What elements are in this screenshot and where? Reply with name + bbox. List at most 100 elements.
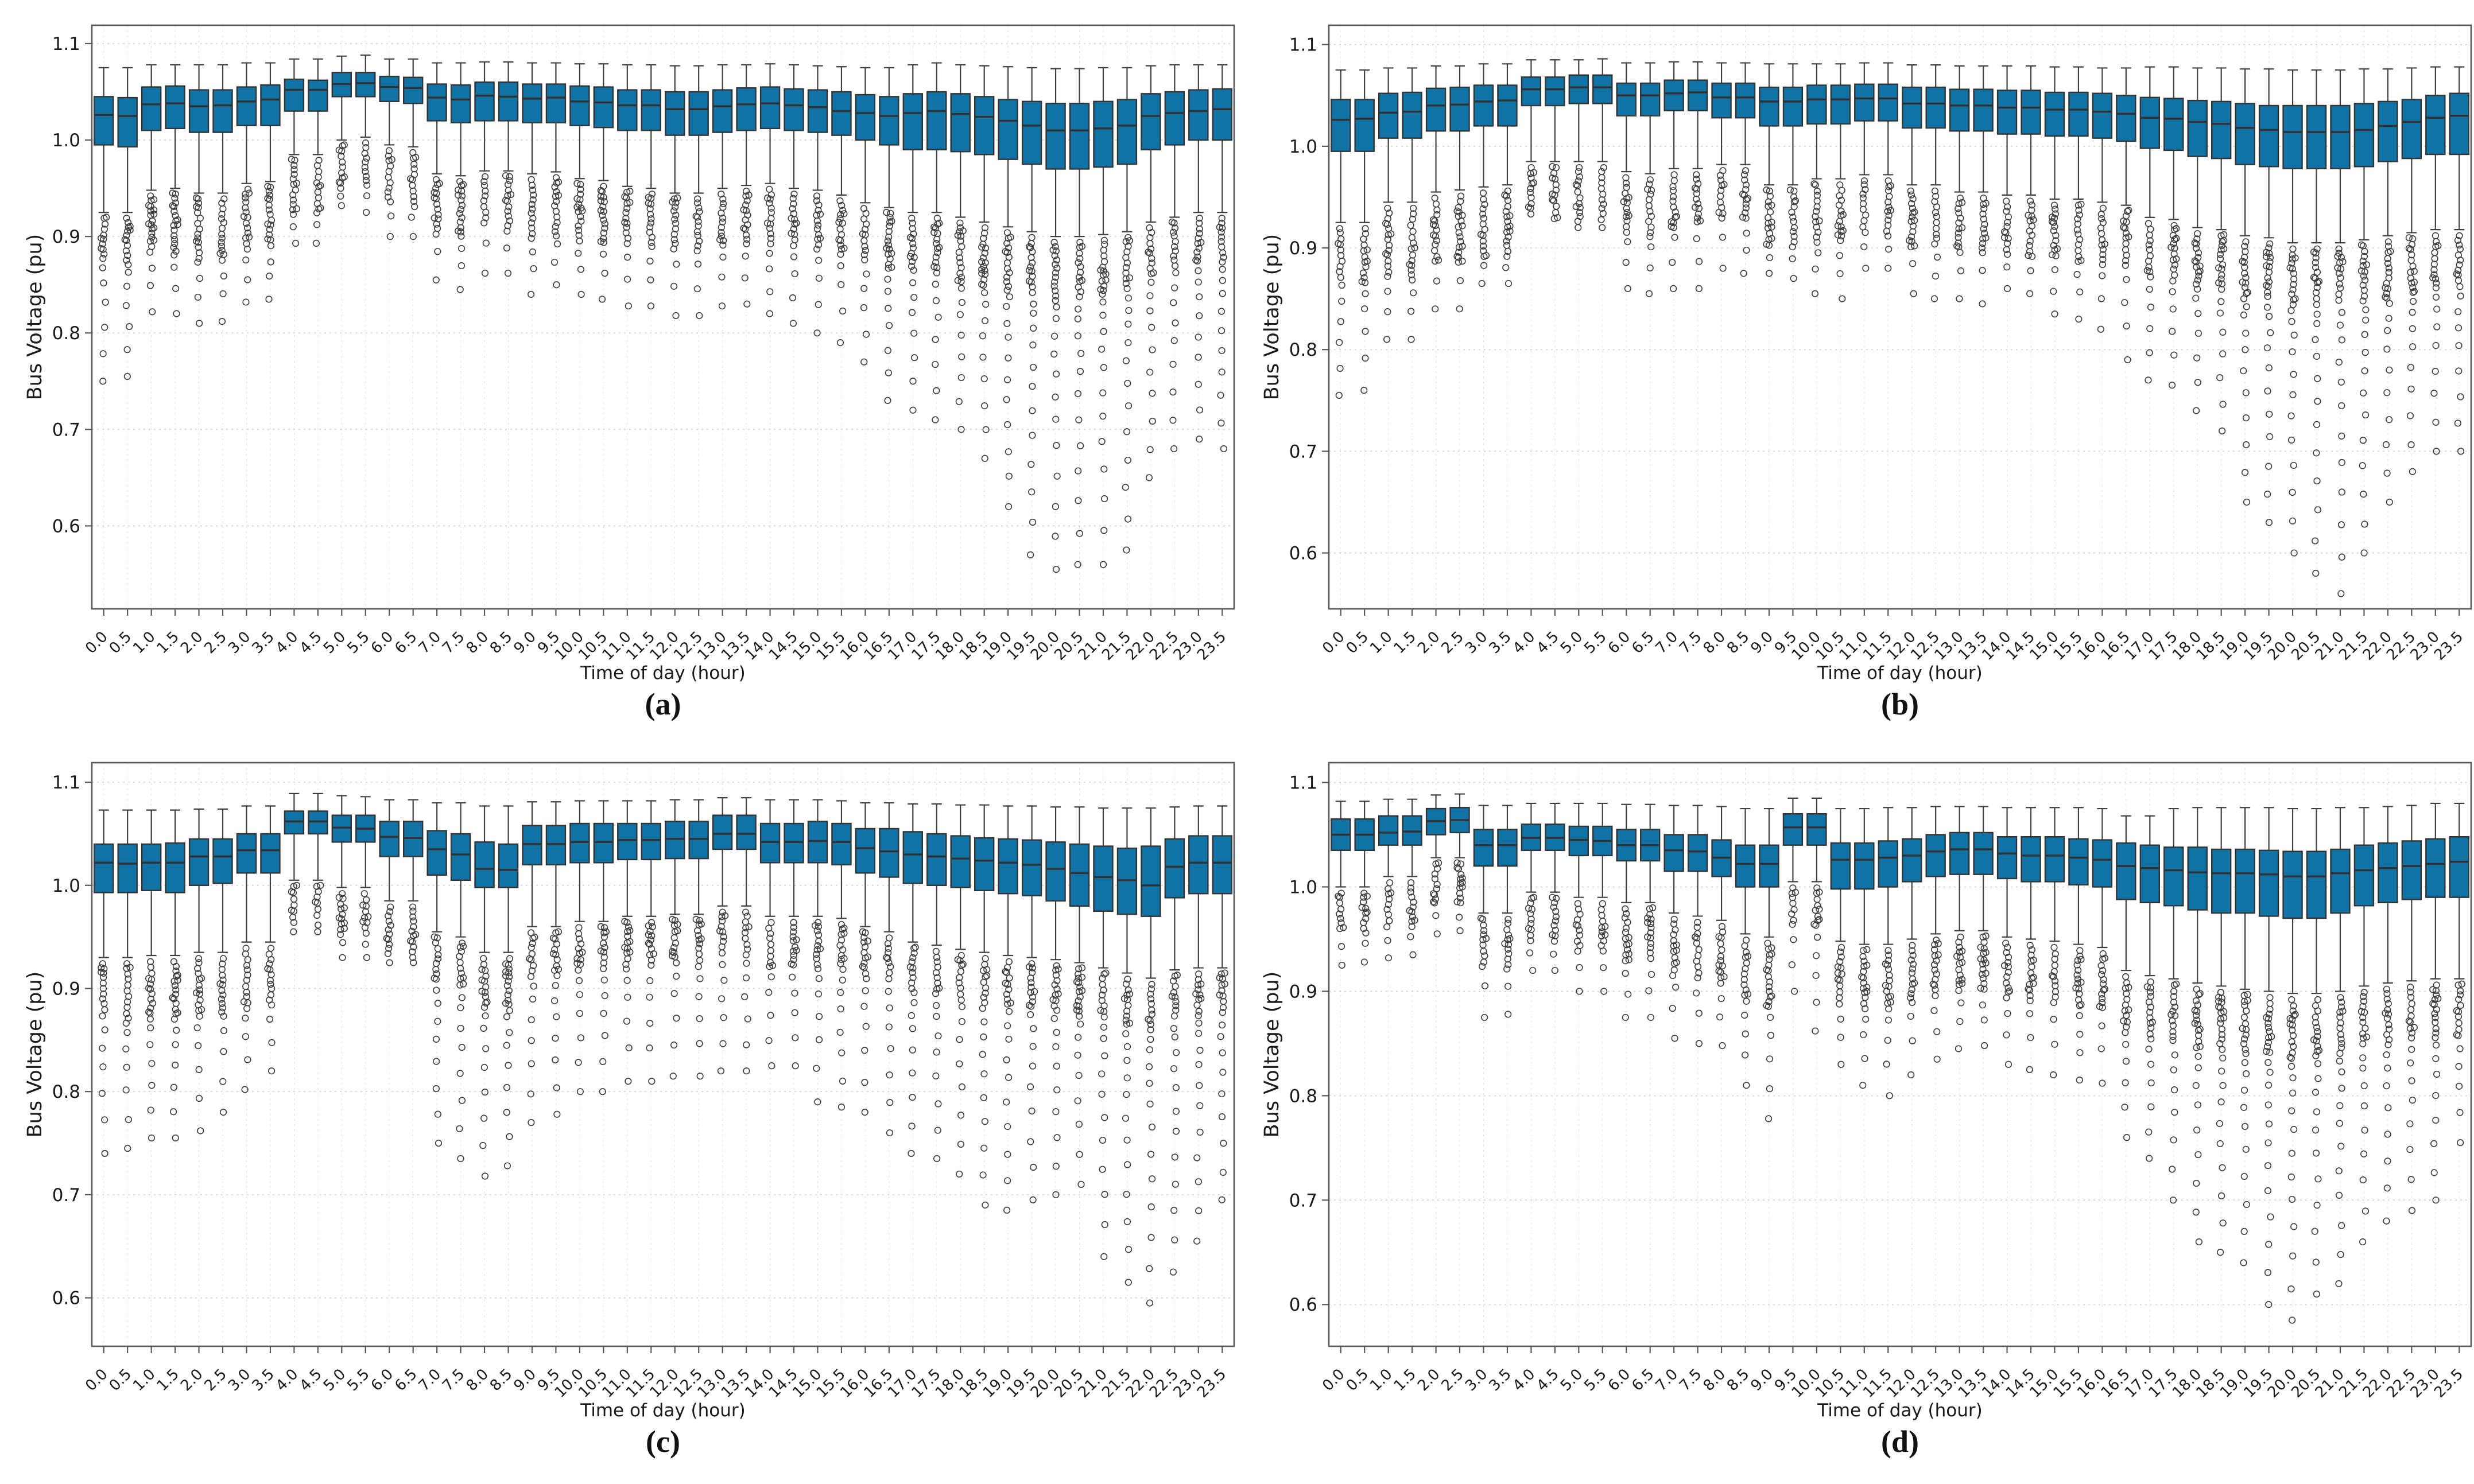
svg-text:4.0: 4.0 — [273, 1366, 301, 1394]
svg-text:8.5: 8.5 — [487, 1366, 515, 1394]
svg-text:2.5: 2.5 — [201, 628, 230, 657]
svg-text:2.0: 2.0 — [1414, 628, 1443, 657]
svg-text:0.0: 0.0 — [1319, 628, 1348, 657]
svg-text:1.5: 1.5 — [1391, 628, 1420, 657]
svg-text:6.0: 6.0 — [368, 1366, 397, 1394]
svg-text:7.0: 7.0 — [1653, 628, 1681, 657]
subplot-caption-a: (a) — [645, 686, 681, 722]
svg-text:0.8: 0.8 — [52, 323, 80, 344]
svg-text:6.0: 6.0 — [1605, 628, 1634, 657]
svg-text:4.5: 4.5 — [1533, 1366, 1562, 1394]
svg-text:0.0: 0.0 — [82, 1366, 111, 1394]
svg-text:1.5: 1.5 — [1391, 1366, 1420, 1394]
svg-text:6.0: 6.0 — [1605, 1366, 1634, 1394]
svg-text:2.5: 2.5 — [1438, 628, 1467, 657]
svg-text:1.1: 1.1 — [52, 772, 80, 793]
svg-text:4.0: 4.0 — [1510, 628, 1538, 657]
svg-text:2.5: 2.5 — [201, 1366, 230, 1394]
svg-text:0.9: 0.9 — [1289, 981, 1317, 1002]
svg-text:Bus Voltage (pu): Bus Voltage (pu) — [24, 972, 46, 1138]
svg-text:7.5: 7.5 — [439, 1366, 468, 1394]
svg-text:9.0: 9.0 — [510, 1366, 539, 1394]
svg-text:1.5: 1.5 — [154, 628, 183, 657]
svg-text:Time of day (hour): Time of day (hour) — [580, 1400, 746, 1421]
svg-text:0.8: 0.8 — [1289, 340, 1317, 360]
svg-text:1.1: 1.1 — [52, 34, 80, 55]
svg-text:5.5: 5.5 — [344, 1366, 373, 1394]
svg-text:7.0: 7.0 — [416, 1366, 444, 1394]
svg-text:5.5: 5.5 — [1581, 1366, 1610, 1394]
svg-text:4.5: 4.5 — [296, 628, 325, 657]
svg-text:2.0: 2.0 — [177, 628, 206, 657]
svg-text:1.0: 1.0 — [130, 1366, 158, 1394]
svg-text:Time of day (hour): Time of day (hour) — [580, 663, 746, 683]
svg-text:2.0: 2.0 — [1414, 1366, 1443, 1394]
svg-text:5.0: 5.0 — [1557, 628, 1586, 657]
svg-text:8.5: 8.5 — [1724, 628, 1752, 657]
svg-text:9.0: 9.0 — [510, 628, 539, 657]
svg-text:5.0: 5.0 — [320, 628, 349, 657]
svg-text:0.8: 0.8 — [52, 1082, 80, 1102]
svg-text:0.5: 0.5 — [106, 1366, 135, 1394]
svg-text:23.5: 23.5 — [1194, 1366, 1230, 1401]
svg-text:5.5: 5.5 — [1581, 628, 1610, 657]
svg-text:3.5: 3.5 — [249, 1366, 277, 1394]
svg-text:0.6: 0.6 — [1289, 543, 1317, 564]
svg-text:1.0: 1.0 — [1289, 137, 1317, 157]
svg-text:7.0: 7.0 — [416, 628, 444, 657]
svg-text:0.5: 0.5 — [1343, 628, 1372, 657]
boxplot-chart-b: 0.60.70.80.91.01.10.00.51.01.52.02.53.03… — [1260, 9, 2474, 747]
svg-text:23.5: 23.5 — [2431, 628, 2467, 664]
svg-text:Time of day (hour): Time of day (hour) — [1817, 1400, 1983, 1421]
svg-text:0.7: 0.7 — [52, 419, 80, 440]
svg-text:0.9: 0.9 — [1289, 238, 1317, 259]
svg-text:7.0: 7.0 — [1653, 1366, 1681, 1394]
svg-text:1.0: 1.0 — [1367, 1366, 1395, 1394]
svg-text:8.0: 8.0 — [1700, 1366, 1729, 1394]
svg-text:9.0: 9.0 — [1747, 1366, 1776, 1394]
svg-text:23.5: 23.5 — [2431, 1366, 2467, 1401]
svg-text:0.7: 0.7 — [1289, 441, 1317, 462]
svg-text:0.6: 0.6 — [52, 1288, 80, 1309]
svg-text:4.5: 4.5 — [296, 1366, 325, 1394]
svg-text:1.1: 1.1 — [1289, 35, 1317, 56]
svg-text:0.5: 0.5 — [106, 628, 135, 657]
svg-text:Bus Voltage (pu): Bus Voltage (pu) — [1261, 972, 1283, 1138]
svg-text:3.5: 3.5 — [249, 628, 277, 657]
svg-text:0.0: 0.0 — [82, 628, 111, 657]
svg-text:0.6: 0.6 — [1289, 1295, 1317, 1315]
svg-text:0.8: 0.8 — [1289, 1086, 1317, 1106]
svg-text:4.0: 4.0 — [1510, 1366, 1538, 1394]
subplot-caption-c: (c) — [646, 1424, 680, 1459]
svg-text:0.7: 0.7 — [52, 1185, 80, 1206]
svg-text:6.0: 6.0 — [368, 628, 397, 657]
svg-text:0.9: 0.9 — [52, 227, 80, 247]
svg-text:8.5: 8.5 — [487, 628, 515, 657]
svg-text:1.0: 1.0 — [52, 876, 80, 896]
svg-text:1.0: 1.0 — [1367, 628, 1395, 657]
svg-text:4.5: 4.5 — [1533, 628, 1562, 657]
svg-text:6.5: 6.5 — [1628, 628, 1657, 657]
svg-text:3.0: 3.0 — [225, 1366, 254, 1394]
svg-text:0.7: 0.7 — [1289, 1190, 1317, 1211]
boxplot-chart-c: 0.60.70.80.91.01.10.00.51.01.52.02.53.03… — [23, 747, 1260, 1484]
svg-text:6.5: 6.5 — [1628, 1366, 1657, 1394]
svg-text:3.5: 3.5 — [1486, 1366, 1514, 1394]
svg-text:8.0: 8.0 — [463, 628, 492, 657]
svg-text:23.5: 23.5 — [1194, 628, 1230, 664]
svg-text:5.5: 5.5 — [344, 628, 373, 657]
svg-text:7.5: 7.5 — [1676, 1366, 1705, 1394]
svg-text:5.0: 5.0 — [320, 1366, 349, 1394]
svg-text:1.5: 1.5 — [154, 1366, 183, 1394]
svg-text:Bus Voltage (pu): Bus Voltage (pu) — [1261, 234, 1283, 401]
subplot-caption-b: (b) — [1881, 686, 1919, 722]
svg-text:1.1: 1.1 — [1289, 773, 1317, 794]
svg-text:6.5: 6.5 — [391, 1366, 420, 1394]
svg-text:3.0: 3.0 — [225, 628, 254, 657]
svg-text:2.5: 2.5 — [1438, 1366, 1467, 1394]
